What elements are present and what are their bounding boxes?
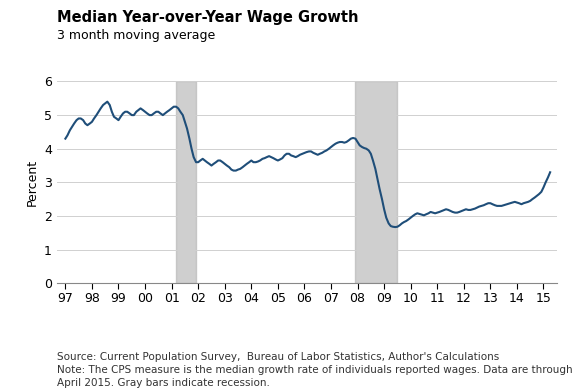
Y-axis label: Percent: Percent [25,159,38,206]
Text: Source: Current Population Survey,  Bureau of Labor Statistics, Author's Calcula: Source: Current Population Survey, Burea… [57,352,573,388]
Text: Median Year-over-Year Wage Growth: Median Year-over-Year Wage Growth [57,10,359,25]
Bar [176,81,196,283]
Bar [355,81,397,283]
Text: 3 month moving average: 3 month moving average [57,29,216,42]
